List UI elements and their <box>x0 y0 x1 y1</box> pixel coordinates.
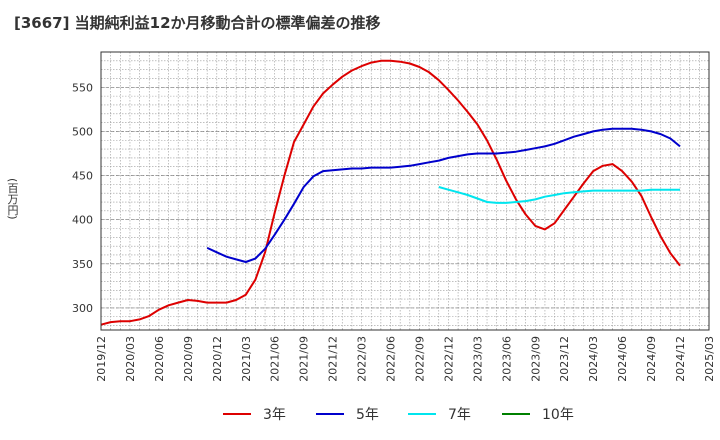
y-axis-label: (百万円) <box>6 178 19 220</box>
x-tick-label: 2021/09 <box>298 336 311 382</box>
x-tick-label: 2020/03 <box>124 336 137 382</box>
x-tick-label: 2025/03 <box>703 336 716 382</box>
series-line-1 <box>100 59 681 326</box>
x-tick-label: 2021/06 <box>269 336 282 382</box>
x-tick-label: 2023/09 <box>529 336 542 382</box>
y-tick-label: 450 <box>72 170 93 183</box>
y-tick-label: 400 <box>72 214 93 227</box>
x-tick-label: 2023/06 <box>500 336 513 382</box>
x-tick-label: 2020/09 <box>182 336 195 382</box>
y-tick-label: 550 <box>72 81 93 94</box>
y-tick-label: 300 <box>72 302 93 315</box>
x-tick-label: 2024/03 <box>587 336 600 382</box>
series-layer <box>100 59 681 326</box>
legend-label-2: 5年 <box>356 407 379 423</box>
legend-label-4: 10年 <box>542 407 574 423</box>
series-line-2 <box>206 127 681 263</box>
x-tick-label: 2020/12 <box>211 336 224 382</box>
y-tick-label: 350 <box>72 258 93 271</box>
series-line-3 <box>438 186 680 204</box>
x-tick-label: 2024/06 <box>616 336 629 382</box>
axes: 300 350 400 450 500 550 2019/12 2020/03 2020/06 2… <box>72 51 716 382</box>
legend: 3年 5年 7年 10年 <box>223 407 574 423</box>
y-tick-label: 500 <box>72 125 93 138</box>
x-tick-label: 2020/06 <box>153 336 166 382</box>
x-tick-label: 2019/12 <box>95 336 108 382</box>
legend-label-3: 7年 <box>448 407 471 423</box>
x-tick-label: 2022/12 <box>442 336 455 382</box>
x-tick-label: 2024/09 <box>645 336 658 382</box>
x-tick-label: 2022/09 <box>413 336 426 382</box>
x-tick-label: 2021/12 <box>327 336 340 382</box>
x-tick-label: 2022/03 <box>356 336 369 382</box>
x-tick-label: 2023/03 <box>471 336 484 382</box>
chart-title: [3667] 当期純利益12か月移動合計の標準偏差の推移 <box>14 14 381 32</box>
legend-label-1: 3年 <box>263 407 286 423</box>
x-tick-label: 2021/03 <box>240 336 253 382</box>
plot-border <box>100 51 710 331</box>
x-tick-label: 2023/12 <box>558 336 571 382</box>
x-tick-label: 2022/06 <box>385 336 398 382</box>
x-tick-label: 2024/12 <box>674 336 687 382</box>
